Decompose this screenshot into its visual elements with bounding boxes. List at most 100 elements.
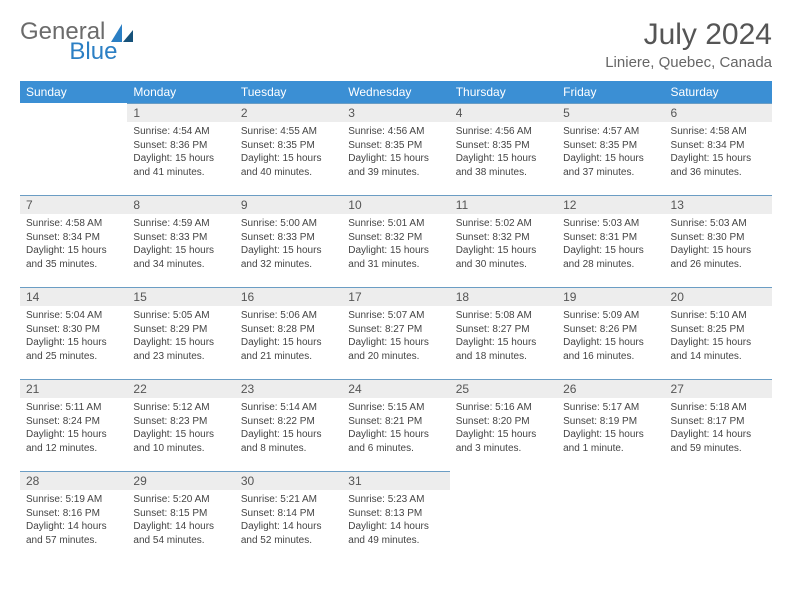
day-number: 25 bbox=[450, 379, 557, 398]
day-details: Sunrise: 4:55 AMSunset: 8:35 PMDaylight:… bbox=[235, 122, 342, 183]
sunset-line: Sunset: 8:16 PM bbox=[26, 507, 121, 521]
sunset-line: Sunset: 8:24 PM bbox=[26, 415, 121, 429]
day-number: 23 bbox=[235, 379, 342, 398]
calendar-cell: 25Sunrise: 5:16 AMSunset: 8:20 PMDayligh… bbox=[450, 379, 557, 471]
sunrise-line: Sunrise: 4:56 AM bbox=[348, 125, 443, 139]
day-number: 12 bbox=[557, 195, 664, 214]
day-number: 14 bbox=[20, 287, 127, 306]
sunset-line: Sunset: 8:30 PM bbox=[671, 231, 766, 245]
day-number: 7 bbox=[20, 195, 127, 214]
daylight-line: Daylight: 14 hours and 59 minutes. bbox=[671, 428, 766, 455]
daylight-line: Daylight: 15 hours and 25 minutes. bbox=[26, 336, 121, 363]
day-details: Sunrise: 5:11 AMSunset: 8:24 PMDaylight:… bbox=[20, 398, 127, 459]
calendar-cell: 14Sunrise: 5:04 AMSunset: 8:30 PMDayligh… bbox=[20, 287, 127, 379]
sunset-line: Sunset: 8:35 PM bbox=[456, 139, 551, 153]
sunset-line: Sunset: 8:26 PM bbox=[563, 323, 658, 337]
sunrise-line: Sunrise: 5:17 AM bbox=[563, 401, 658, 415]
calendar-table: Sunday Monday Tuesday Wednesday Thursday… bbox=[20, 81, 772, 563]
daylight-line: Daylight: 15 hours and 39 minutes. bbox=[348, 152, 443, 179]
daylight-line: Daylight: 15 hours and 18 minutes. bbox=[456, 336, 551, 363]
header-row: General Blue July 2024 Liniere, Quebec, … bbox=[20, 18, 772, 71]
sunrise-line: Sunrise: 5:11 AM bbox=[26, 401, 121, 415]
sunset-line: Sunset: 8:35 PM bbox=[563, 139, 658, 153]
calendar-cell: 28Sunrise: 5:19 AMSunset: 8:16 PMDayligh… bbox=[20, 471, 127, 563]
weekday-header: Friday bbox=[557, 81, 664, 103]
calendar-cell: 8Sunrise: 4:59 AMSunset: 8:33 PMDaylight… bbox=[127, 195, 234, 287]
day-details: Sunrise: 5:09 AMSunset: 8:26 PMDaylight:… bbox=[557, 306, 664, 367]
calendar-cell: 27Sunrise: 5:18 AMSunset: 8:17 PMDayligh… bbox=[665, 379, 772, 471]
sunset-line: Sunset: 8:34 PM bbox=[26, 231, 121, 245]
day-details: Sunrise: 5:03 AMSunset: 8:30 PMDaylight:… bbox=[665, 214, 772, 275]
sunrise-line: Sunrise: 5:02 AM bbox=[456, 217, 551, 231]
day-number: 13 bbox=[665, 195, 772, 214]
day-number: 18 bbox=[450, 287, 557, 306]
sunset-line: Sunset: 8:34 PM bbox=[671, 139, 766, 153]
calendar-cell: 17Sunrise: 5:07 AMSunset: 8:27 PMDayligh… bbox=[342, 287, 449, 379]
daylight-line: Daylight: 15 hours and 32 minutes. bbox=[241, 244, 336, 271]
sunrise-line: Sunrise: 5:03 AM bbox=[671, 217, 766, 231]
sunrise-line: Sunrise: 5:03 AM bbox=[563, 217, 658, 231]
daylight-line: Daylight: 15 hours and 10 minutes. bbox=[133, 428, 228, 455]
sunrise-line: Sunrise: 4:57 AM bbox=[563, 125, 658, 139]
day-number: 28 bbox=[20, 471, 127, 490]
sunrise-line: Sunrise: 5:10 AM bbox=[671, 309, 766, 323]
logo-text-blue: Blue bbox=[69, 38, 117, 65]
daylight-line: Daylight: 15 hours and 14 minutes. bbox=[671, 336, 766, 363]
sunrise-line: Sunrise: 4:56 AM bbox=[456, 125, 551, 139]
calendar-cell: 26Sunrise: 5:17 AMSunset: 8:19 PMDayligh… bbox=[557, 379, 664, 471]
calendar-page: General Blue July 2024 Liniere, Quebec, … bbox=[0, 0, 792, 581]
daylight-line: Daylight: 15 hours and 20 minutes. bbox=[348, 336, 443, 363]
calendar-row: 14Sunrise: 5:04 AMSunset: 8:30 PMDayligh… bbox=[20, 287, 772, 379]
weekday-header: Saturday bbox=[665, 81, 772, 103]
day-number: 6 bbox=[665, 103, 772, 122]
day-details: Sunrise: 5:18 AMSunset: 8:17 PMDaylight:… bbox=[665, 398, 772, 459]
calendar-cell: 3Sunrise: 4:56 AMSunset: 8:35 PMDaylight… bbox=[342, 103, 449, 195]
daylight-line: Daylight: 15 hours and 36 minutes. bbox=[671, 152, 766, 179]
day-details: Sunrise: 5:02 AMSunset: 8:32 PMDaylight:… bbox=[450, 214, 557, 275]
sunrise-line: Sunrise: 4:59 AM bbox=[133, 217, 228, 231]
calendar-cell bbox=[665, 471, 772, 563]
daylight-line: Daylight: 15 hours and 28 minutes. bbox=[563, 244, 658, 271]
sunrise-line: Sunrise: 5:15 AM bbox=[348, 401, 443, 415]
sunrise-line: Sunrise: 5:00 AM bbox=[241, 217, 336, 231]
sunrise-line: Sunrise: 4:58 AM bbox=[671, 125, 766, 139]
day-number: 19 bbox=[557, 287, 664, 306]
sunrise-line: Sunrise: 5:21 AM bbox=[241, 493, 336, 507]
daylight-line: Daylight: 15 hours and 6 minutes. bbox=[348, 428, 443, 455]
sunset-line: Sunset: 8:33 PM bbox=[241, 231, 336, 245]
day-number: 22 bbox=[127, 379, 234, 398]
calendar-cell: 2Sunrise: 4:55 AMSunset: 8:35 PMDaylight… bbox=[235, 103, 342, 195]
day-number: 1 bbox=[127, 103, 234, 122]
day-number: 29 bbox=[127, 471, 234, 490]
sunrise-line: Sunrise: 5:19 AM bbox=[26, 493, 121, 507]
day-number: 15 bbox=[127, 287, 234, 306]
sunset-line: Sunset: 8:17 PM bbox=[671, 415, 766, 429]
title-block: July 2024 Liniere, Quebec, Canada bbox=[605, 18, 772, 71]
sunrise-line: Sunrise: 5:23 AM bbox=[348, 493, 443, 507]
sunset-line: Sunset: 8:27 PM bbox=[348, 323, 443, 337]
weekday-header: Sunday bbox=[20, 81, 127, 103]
sunrise-line: Sunrise: 4:58 AM bbox=[26, 217, 121, 231]
day-number: 5 bbox=[557, 103, 664, 122]
calendar-cell: 21Sunrise: 5:11 AMSunset: 8:24 PMDayligh… bbox=[20, 379, 127, 471]
daylight-line: Daylight: 15 hours and 37 minutes. bbox=[563, 152, 658, 179]
daylight-line: Daylight: 14 hours and 52 minutes. bbox=[241, 520, 336, 547]
day-number: 17 bbox=[342, 287, 449, 306]
sunset-line: Sunset: 8:15 PM bbox=[133, 507, 228, 521]
calendar-cell: 4Sunrise: 4:56 AMSunset: 8:35 PMDaylight… bbox=[450, 103, 557, 195]
day-number: 3 bbox=[342, 103, 449, 122]
day-details: Sunrise: 4:56 AMSunset: 8:35 PMDaylight:… bbox=[450, 122, 557, 183]
daylight-line: Daylight: 15 hours and 41 minutes. bbox=[133, 152, 228, 179]
daylight-line: Daylight: 14 hours and 54 minutes. bbox=[133, 520, 228, 547]
daylight-line: Daylight: 15 hours and 16 minutes. bbox=[563, 336, 658, 363]
day-details: Sunrise: 5:19 AMSunset: 8:16 PMDaylight:… bbox=[20, 490, 127, 551]
sunrise-line: Sunrise: 4:55 AM bbox=[241, 125, 336, 139]
sunset-line: Sunset: 8:32 PM bbox=[456, 231, 551, 245]
day-number: 27 bbox=[665, 379, 772, 398]
day-number: 4 bbox=[450, 103, 557, 122]
calendar-cell: 31Sunrise: 5:23 AMSunset: 8:13 PMDayligh… bbox=[342, 471, 449, 563]
day-details: Sunrise: 5:05 AMSunset: 8:29 PMDaylight:… bbox=[127, 306, 234, 367]
calendar-row: 1Sunrise: 4:54 AMSunset: 8:36 PMDaylight… bbox=[20, 103, 772, 195]
daylight-line: Daylight: 15 hours and 21 minutes. bbox=[241, 336, 336, 363]
sunrise-line: Sunrise: 5:06 AM bbox=[241, 309, 336, 323]
